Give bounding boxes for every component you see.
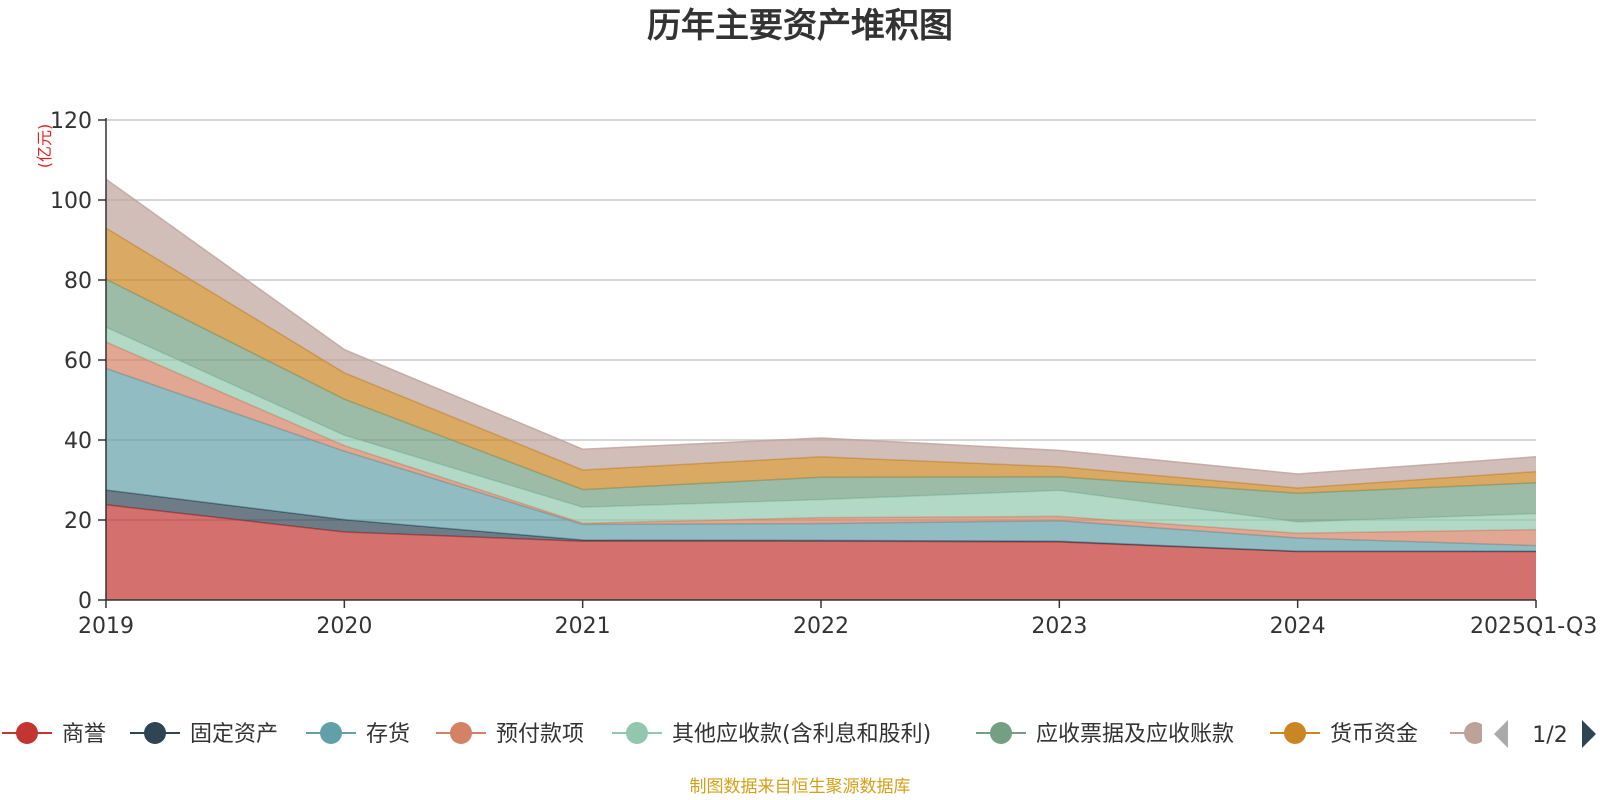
legend-item[interactable]: 存货 (306, 722, 410, 747)
legend-marker (320, 722, 342, 744)
legend-label: 商誉 (62, 722, 106, 747)
legend-label: 固定资产 (190, 722, 278, 747)
legend-label: 预付款项 (496, 722, 584, 747)
y-tick-label: 40 (64, 429, 92, 454)
legend-label: 应收票据及应收账款 (1036, 722, 1234, 747)
area-series-2[interactable] (106, 368, 1536, 552)
y-axis-unit-label: (亿元) (35, 124, 54, 169)
legend-next-icon[interactable] (1582, 720, 1596, 748)
y-tick-label: 100 (50, 189, 92, 214)
series-line-7 (105, 178, 1537, 475)
y-tick-label: 20 (64, 509, 92, 534)
x-tick-label: 2025Q1-Q3 (1470, 614, 1597, 639)
area-series-6[interactable] (106, 228, 1536, 494)
y-tick-label: 80 (64, 269, 92, 294)
legend-item[interactable]: 其他应收款(含利息和股利) (612, 722, 931, 747)
area-series (105, 178, 1537, 600)
legend-marker (16, 722, 38, 744)
x-tick-label: 2022 (793, 614, 849, 639)
legend-item[interactable]: 预付款项 (436, 722, 584, 747)
y-tick-label: 0 (78, 589, 92, 614)
x-tick-label: 2024 (1270, 614, 1326, 639)
legend-item[interactable]: 商誉 (2, 722, 106, 747)
chart-title: 历年主要资产堆积图 (647, 6, 953, 46)
legend-label: 货币资金 (1330, 722, 1418, 747)
legend-page-indicator: 1/2 (1532, 723, 1567, 748)
legend-label: 其他应收款(含利息和股利) (672, 722, 931, 747)
legend-marker (144, 722, 166, 744)
y-tick-label: 120 (50, 109, 92, 134)
legend-marker (626, 722, 648, 744)
area-series-0[interactable] (106, 504, 1536, 600)
legend-marker (450, 722, 472, 744)
area-series-1[interactable] (106, 490, 1536, 552)
x-tick-label: 2019 (78, 614, 134, 639)
area-series-4[interactable] (106, 327, 1536, 534)
legend-label: 存货 (366, 722, 410, 747)
axes: 0 20 40 60 80 100 120(亿元) 2019 2020 2021 2022 2023 2… (35, 109, 1597, 639)
legend-item[interactable]: 货币资金 (1270, 722, 1418, 747)
source-note: 制图数据来自恒生聚源数据库 (689, 777, 911, 797)
area-series-7[interactable] (106, 179, 1536, 488)
legend[interactable]: 商誉 固定资产 存货 预付款项 其他应收款(含利息和股利) 应收票据及应收账款 货币资金 1/… (2, 710, 1600, 760)
legend-item[interactable]: 应收票据及应收账款 (976, 722, 1234, 747)
legend-marker (1464, 722, 1486, 744)
x-tick-label: 2021 (555, 614, 611, 639)
x-tick-label: 2023 (1031, 614, 1087, 639)
y-tick-label: 60 (64, 349, 92, 374)
legend-marker (1284, 722, 1306, 744)
legend-prev-icon[interactable] (1494, 720, 1508, 748)
x-tick-label: 2020 (316, 614, 372, 639)
legend-item[interactable]: 固定资产 (130, 722, 278, 747)
legend-marker (990, 722, 1012, 744)
area-series-5[interactable] (106, 279, 1536, 522)
